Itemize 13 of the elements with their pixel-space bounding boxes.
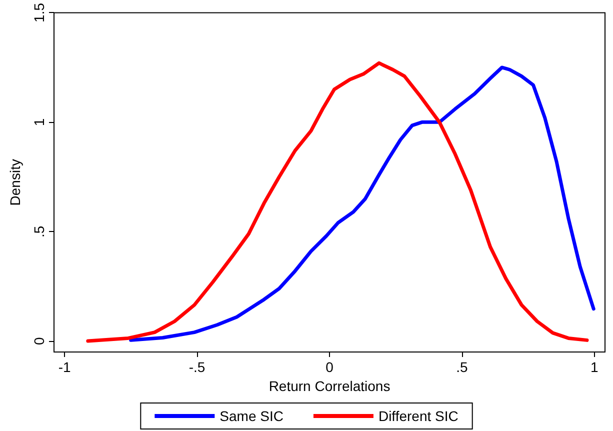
y-tick-label: 1 (31, 118, 47, 126)
x-tick-label: .5 (456, 359, 468, 375)
legend-label: Different SIC (378, 408, 458, 424)
y-tick-label: 1.5 (31, 2, 47, 22)
x-axis-title: Return Correlations (268, 378, 390, 394)
x-tick-label: 0 (326, 359, 334, 375)
x-tick-label: -1 (58, 359, 72, 375)
x-tick-label: -.5 (188, 359, 206, 375)
y-axis-title: Density (7, 159, 23, 206)
y-tick-label: 0 (31, 336, 47, 345)
x-tick-label: 1 (590, 359, 599, 375)
y-tick-label: .5 (31, 226, 47, 238)
legend-label: Same SIC (220, 408, 284, 424)
